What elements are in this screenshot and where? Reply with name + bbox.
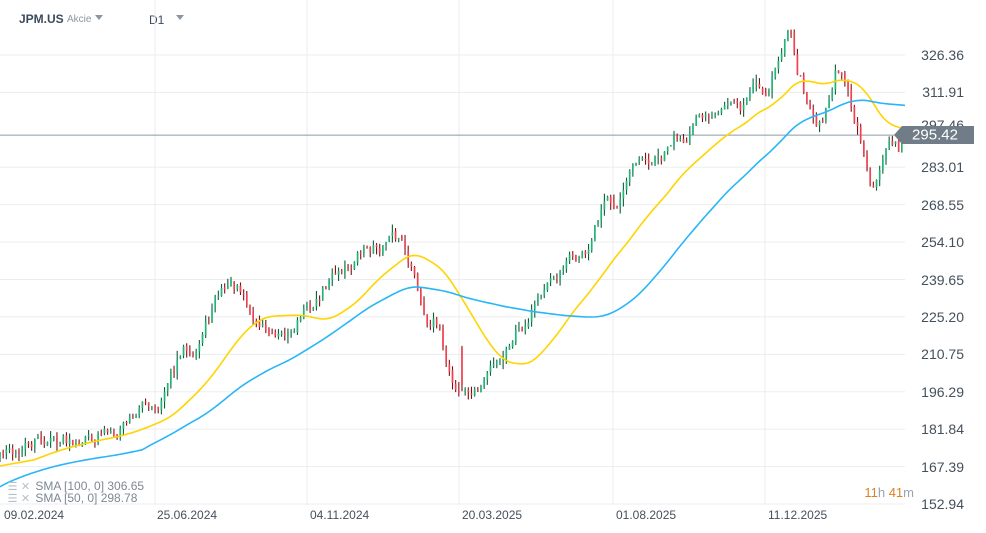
svg-text:295.42: 295.42 <box>912 127 958 144</box>
